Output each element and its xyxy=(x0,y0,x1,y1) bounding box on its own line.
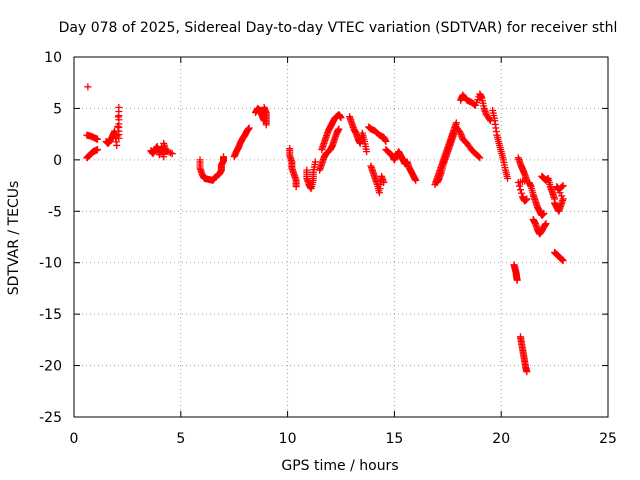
data-point xyxy=(516,186,524,194)
x-tick-label: 0 xyxy=(70,431,79,447)
data-point xyxy=(165,148,173,156)
data-point xyxy=(292,183,300,191)
data-point xyxy=(476,154,484,162)
y-tick-label: -10 xyxy=(39,256,62,272)
data-point xyxy=(115,134,123,142)
data-point xyxy=(540,209,548,217)
data-point xyxy=(517,189,525,197)
data-point xyxy=(382,137,390,145)
y-tick-label: 0 xyxy=(53,153,62,169)
x-tick-label: 20 xyxy=(492,431,510,447)
data-point xyxy=(450,129,458,137)
data-points xyxy=(83,83,567,376)
data-point xyxy=(220,153,228,161)
data-point xyxy=(515,182,523,190)
x-tick-label: 10 xyxy=(279,431,297,447)
data-point xyxy=(559,195,567,203)
y-tick-label: -5 xyxy=(48,204,62,220)
chart-title: Day 078 of 2025, Sidereal Day-to-day VTE… xyxy=(59,20,618,36)
y-axis-label: SDTVAR / TECUs xyxy=(6,181,22,296)
data-point xyxy=(514,178,522,186)
data-point xyxy=(558,192,566,200)
x-tick-label: 25 xyxy=(599,431,617,447)
data-point xyxy=(456,128,464,136)
data-point xyxy=(167,149,175,157)
data-point xyxy=(380,178,388,186)
y-tick-label: -20 xyxy=(39,359,62,375)
data-point xyxy=(475,153,483,161)
data-point xyxy=(168,150,176,158)
data-point xyxy=(337,114,345,122)
plot-frame xyxy=(73,56,609,418)
axis-ticks: 0 5 10 15 20 25 10 5 0 -5 -10 -15 -20 -25 xyxy=(39,50,617,447)
x-tick-label: 15 xyxy=(385,431,403,447)
y-tick-label: -15 xyxy=(39,307,62,323)
data-point xyxy=(523,368,531,376)
data-point xyxy=(559,182,567,190)
data-point xyxy=(93,146,101,154)
data-point xyxy=(558,183,566,191)
y-tick-label: 10 xyxy=(44,50,62,66)
data-point xyxy=(163,147,171,155)
data-point xyxy=(245,124,253,132)
data-point xyxy=(504,174,512,182)
y-tick-label: 5 xyxy=(53,101,62,117)
y-tick-label: -25 xyxy=(39,410,62,426)
data-point xyxy=(513,276,521,284)
data-point xyxy=(93,135,101,143)
data-point xyxy=(363,148,371,156)
data-point xyxy=(335,125,343,133)
data-point xyxy=(113,141,121,149)
x-tick-label: 5 xyxy=(176,431,185,447)
data-point xyxy=(311,158,319,166)
data-point xyxy=(84,83,92,91)
data-point xyxy=(485,115,493,123)
data-point xyxy=(542,220,550,228)
x-axis-label: GPS time / hours xyxy=(281,458,398,474)
data-point xyxy=(162,147,170,155)
data-point xyxy=(559,257,567,265)
data-point xyxy=(412,176,420,184)
data-point xyxy=(523,195,531,203)
data-point xyxy=(262,121,270,129)
